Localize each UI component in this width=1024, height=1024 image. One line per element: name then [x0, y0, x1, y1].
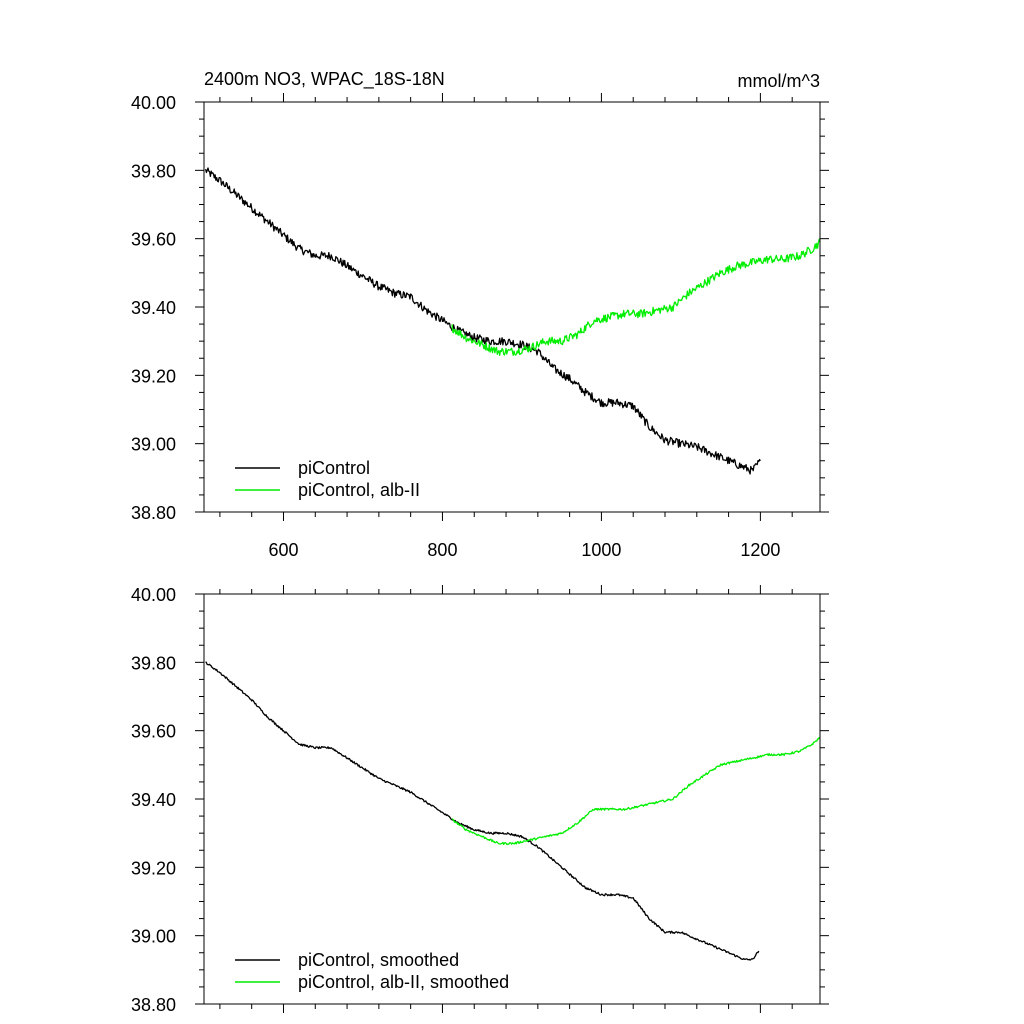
units-label: mmol/m^3: [738, 71, 820, 91]
x-tick-label-800: 800: [427, 540, 457, 560]
y-tick-label: 39.60: [131, 722, 176, 742]
x-tick-label-1200: 1200: [740, 540, 780, 560]
x-tick-label-600: 600: [268, 540, 298, 560]
y-tick-label: 39.80: [131, 161, 176, 181]
series-line-picontrol: [204, 167, 761, 475]
legend-label-0: piControl, smoothed: [298, 950, 459, 970]
bottom-plot-panel: 38.80 39.00 39.20 39.40 39.60 39.80 40.00 piCo…: [131, 585, 829, 1015]
y-tick-label: 39.00: [131, 927, 176, 947]
y-tick-label: 39.80: [131, 653, 176, 673]
y-tick-label: 39.40: [131, 298, 176, 318]
y-tick-label: 40.00: [131, 585, 176, 605]
y-tick-label: 39.00: [131, 435, 176, 455]
x-tick-label-1000: 1000: [581, 540, 621, 560]
top-data-series: [204, 167, 821, 475]
bottom-plot-frame: [203, 593, 821, 1005]
y-tick-label: 39.60: [131, 230, 176, 250]
series-line-picontrol-alb-ii: [451, 736, 821, 846]
chart-title: 2400m NO3, WPAC_18S-18N: [204, 69, 445, 90]
y-tick-label: 39.40: [131, 790, 176, 810]
top-plot-frame: [203, 101, 821, 513]
y-tick-label: 38.80: [131, 995, 176, 1015]
legend-label-1: piControl, alb-II, smoothed: [298, 972, 509, 992]
y-tick-label: 40.00: [131, 93, 176, 113]
top-axis-ticks: 600 800 1000 1200 38.80 39.00 39.20 39.40 39.60 3…: [131, 93, 829, 560]
legend-label-1: piControl, alb-II: [298, 480, 420, 500]
y-tick-label: 39.20: [131, 858, 176, 878]
top-plot-panel: 2400m NO3, WPAC_18S-18N mmol/m^3 600 800 1…: [131, 69, 829, 560]
bottom-axis-ticks: 38.80 39.00 39.20 39.40 39.60 39.80 40.00: [131, 585, 829, 1015]
series-line-picontrol: [205, 661, 760, 961]
y-tick-label: 39.20: [131, 366, 176, 386]
legend-label-0: piControl: [298, 458, 370, 478]
y-tick-label: 38.80: [131, 503, 176, 523]
series-line-picontrol-alb-ii: [451, 238, 821, 356]
bottom-data-series: [205, 661, 821, 961]
